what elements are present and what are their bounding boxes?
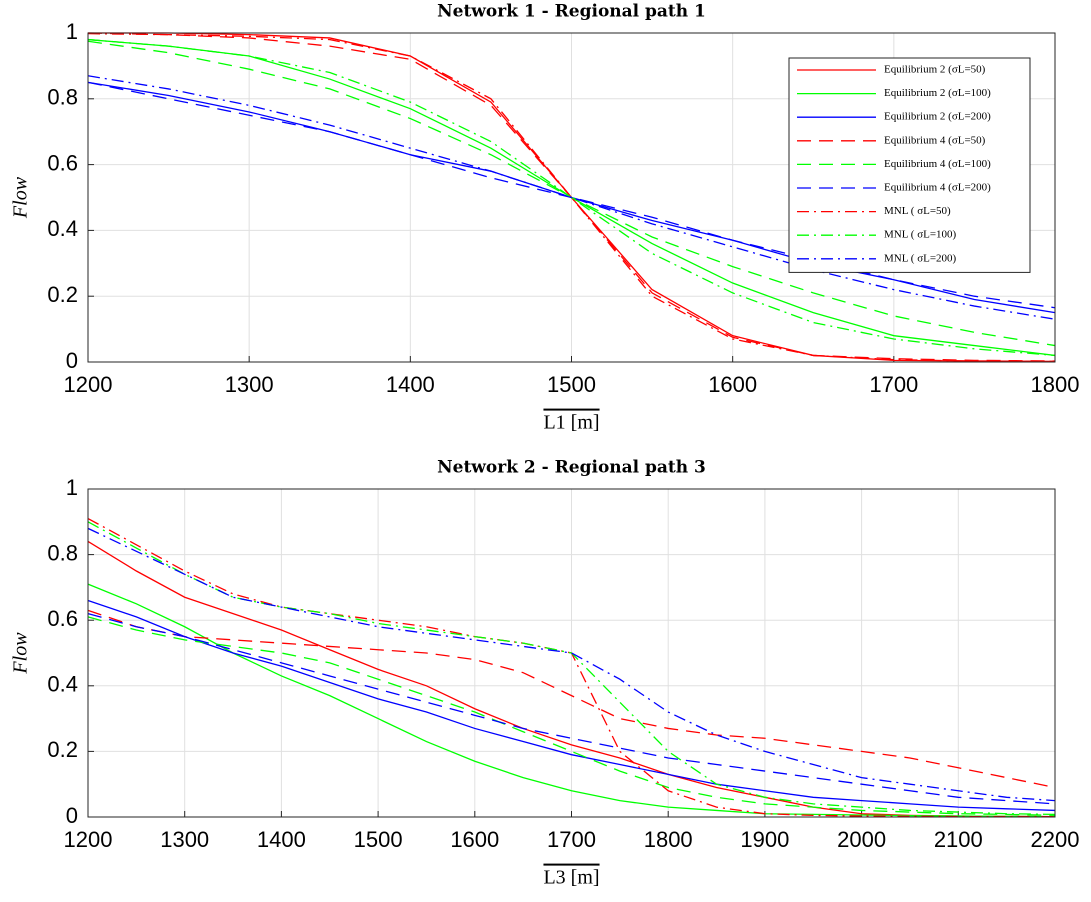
y-tick-label: 1 <box>66 475 78 500</box>
x-axis-label: L3 [m] <box>543 867 599 889</box>
chart-title: Network 2 - Regional path 3 <box>437 458 706 478</box>
data-line <box>87 613 1056 805</box>
axes-box <box>87 488 1056 818</box>
data-line <box>87 583 1056 818</box>
series-group <box>87 517 1056 818</box>
x-tick-label: 1400 <box>386 372 435 397</box>
x-tick-label: 2000 <box>837 827 886 852</box>
y-axis-label: Flow <box>10 632 32 675</box>
x-axis-label: L1 [m] <box>543 412 599 434</box>
data-line <box>87 33 1056 362</box>
x-tick-label: 1200 <box>64 827 113 852</box>
y-tick-label: 1 <box>66 19 78 44</box>
x-tick-label: 2100 <box>934 827 983 852</box>
y-tick-label: 0.2 <box>47 282 78 307</box>
y-tick-label: 0.2 <box>47 737 78 762</box>
y-tick-label: 0 <box>66 348 78 373</box>
x-tick-label: 1900 <box>740 827 789 852</box>
data-line <box>87 527 1056 802</box>
data-line <box>87 540 1056 818</box>
legend-label: Equilibrium 4 (σL=100) <box>884 158 991 170</box>
data-line <box>87 616 1056 817</box>
legend-label: Equilibrium 2 (σL=200) <box>884 111 991 123</box>
x-tick-label: 1600 <box>708 372 757 397</box>
series-group <box>87 32 1056 362</box>
axes-box <box>87 32 1056 363</box>
legend-label: Equilibrium 2 (σL=100) <box>884 87 991 99</box>
x-tick-label: 1300 <box>225 372 274 397</box>
x-tick-label: 1700 <box>869 372 918 397</box>
y-tick-label: 0.6 <box>47 606 78 631</box>
data-line <box>87 38 1056 357</box>
legend-label: Equilibrium 4 (σL=50) <box>884 134 986 146</box>
x-tick-label: 1500 <box>547 372 596 397</box>
y-tick-label: 0.4 <box>47 672 78 697</box>
y-tick-label: 0.8 <box>47 540 78 565</box>
data-line <box>87 609 1056 789</box>
legend-label: MNL ( σL=100) <box>884 229 957 241</box>
x-tick-label: 1400 <box>257 827 306 852</box>
x-tick-label: 1300 <box>160 827 209 852</box>
x-tick-label: 1200 <box>64 372 113 397</box>
legend-label: Equilibrium 4 (σL=200) <box>884 182 991 194</box>
y-tick-label: 0 <box>66 803 78 828</box>
x-tick-label: 2200 <box>1031 827 1080 852</box>
y-tick-label: 0.8 <box>47 85 78 110</box>
legend-label: Equilibrium 2 (σL=50) <box>884 64 986 76</box>
x-tick-label: 1800 <box>1031 372 1080 397</box>
x-tick-label: 1600 <box>450 827 499 852</box>
x-tick-label: 1700 <box>547 827 596 852</box>
legend-label: MNL ( σL=200) <box>884 252 957 264</box>
y-tick-label: 0.6 <box>47 150 78 175</box>
data-line <box>87 599 1056 812</box>
chart-title: Network 1 - Regional path 1 <box>437 2 706 22</box>
x-tick-label: 1800 <box>644 827 693 852</box>
x-tick-label: 1500 <box>354 827 403 852</box>
data-line <box>87 75 1056 320</box>
y-tick-label: 0.4 <box>47 216 78 241</box>
y-axis-label: Flow <box>10 176 32 219</box>
data-line <box>87 81 1056 309</box>
legend-label: MNL ( σL=50) <box>884 205 951 217</box>
